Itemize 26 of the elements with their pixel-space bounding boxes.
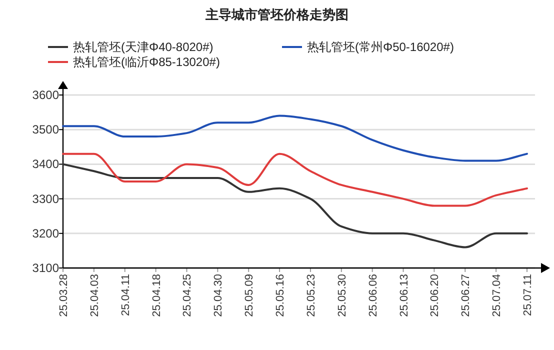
x-tick-label: 25.04.11 xyxy=(120,274,132,316)
y-tick-label: 3500 xyxy=(32,122,60,137)
y-tick-label: 3300 xyxy=(32,192,60,206)
legend-label: 热轧管坯(常州Φ50-16020#) xyxy=(307,40,454,54)
x-tick-label: 25.04.18 xyxy=(150,274,163,317)
x-tick-label: 25.06.13 xyxy=(398,274,410,317)
legend-label: 热轧管坯(天津Φ40-8020#) xyxy=(73,40,214,54)
x-tick-label: 25.06.06 xyxy=(367,274,380,317)
x-tick-label: 25.04.25 xyxy=(182,274,194,317)
legend-label: 热轧管坯(临沂Φ85-13020#) xyxy=(73,55,220,69)
y-tick-label: 3100 xyxy=(32,261,60,275)
x-tick-label: 25.06.20 xyxy=(429,274,442,317)
x-tick-label: 25.05.30 xyxy=(336,274,348,317)
x-tick-label: 25.07.04 xyxy=(491,274,504,317)
y-tick-label: 3200 xyxy=(32,226,60,240)
x-tick-label: 25.07.11 xyxy=(522,274,534,316)
x-tick-label: 25.04.30 xyxy=(212,274,225,317)
y-tick-label: 3400 xyxy=(32,157,60,172)
x-tick-label: 25.05.09 xyxy=(244,274,256,317)
x-tick-label: 25.05.23 xyxy=(305,274,318,317)
x-tick-label: 25.03.28 xyxy=(58,274,70,317)
x-tick-label: 25.06.27 xyxy=(460,274,472,317)
y-tick-label: 3600 xyxy=(32,88,60,102)
x-tick-label: 25.04.03 xyxy=(88,274,101,317)
x-tick-label: 25.05.16 xyxy=(274,274,287,317)
chart-title: 主导城市管坯价格走势图 xyxy=(204,7,348,22)
